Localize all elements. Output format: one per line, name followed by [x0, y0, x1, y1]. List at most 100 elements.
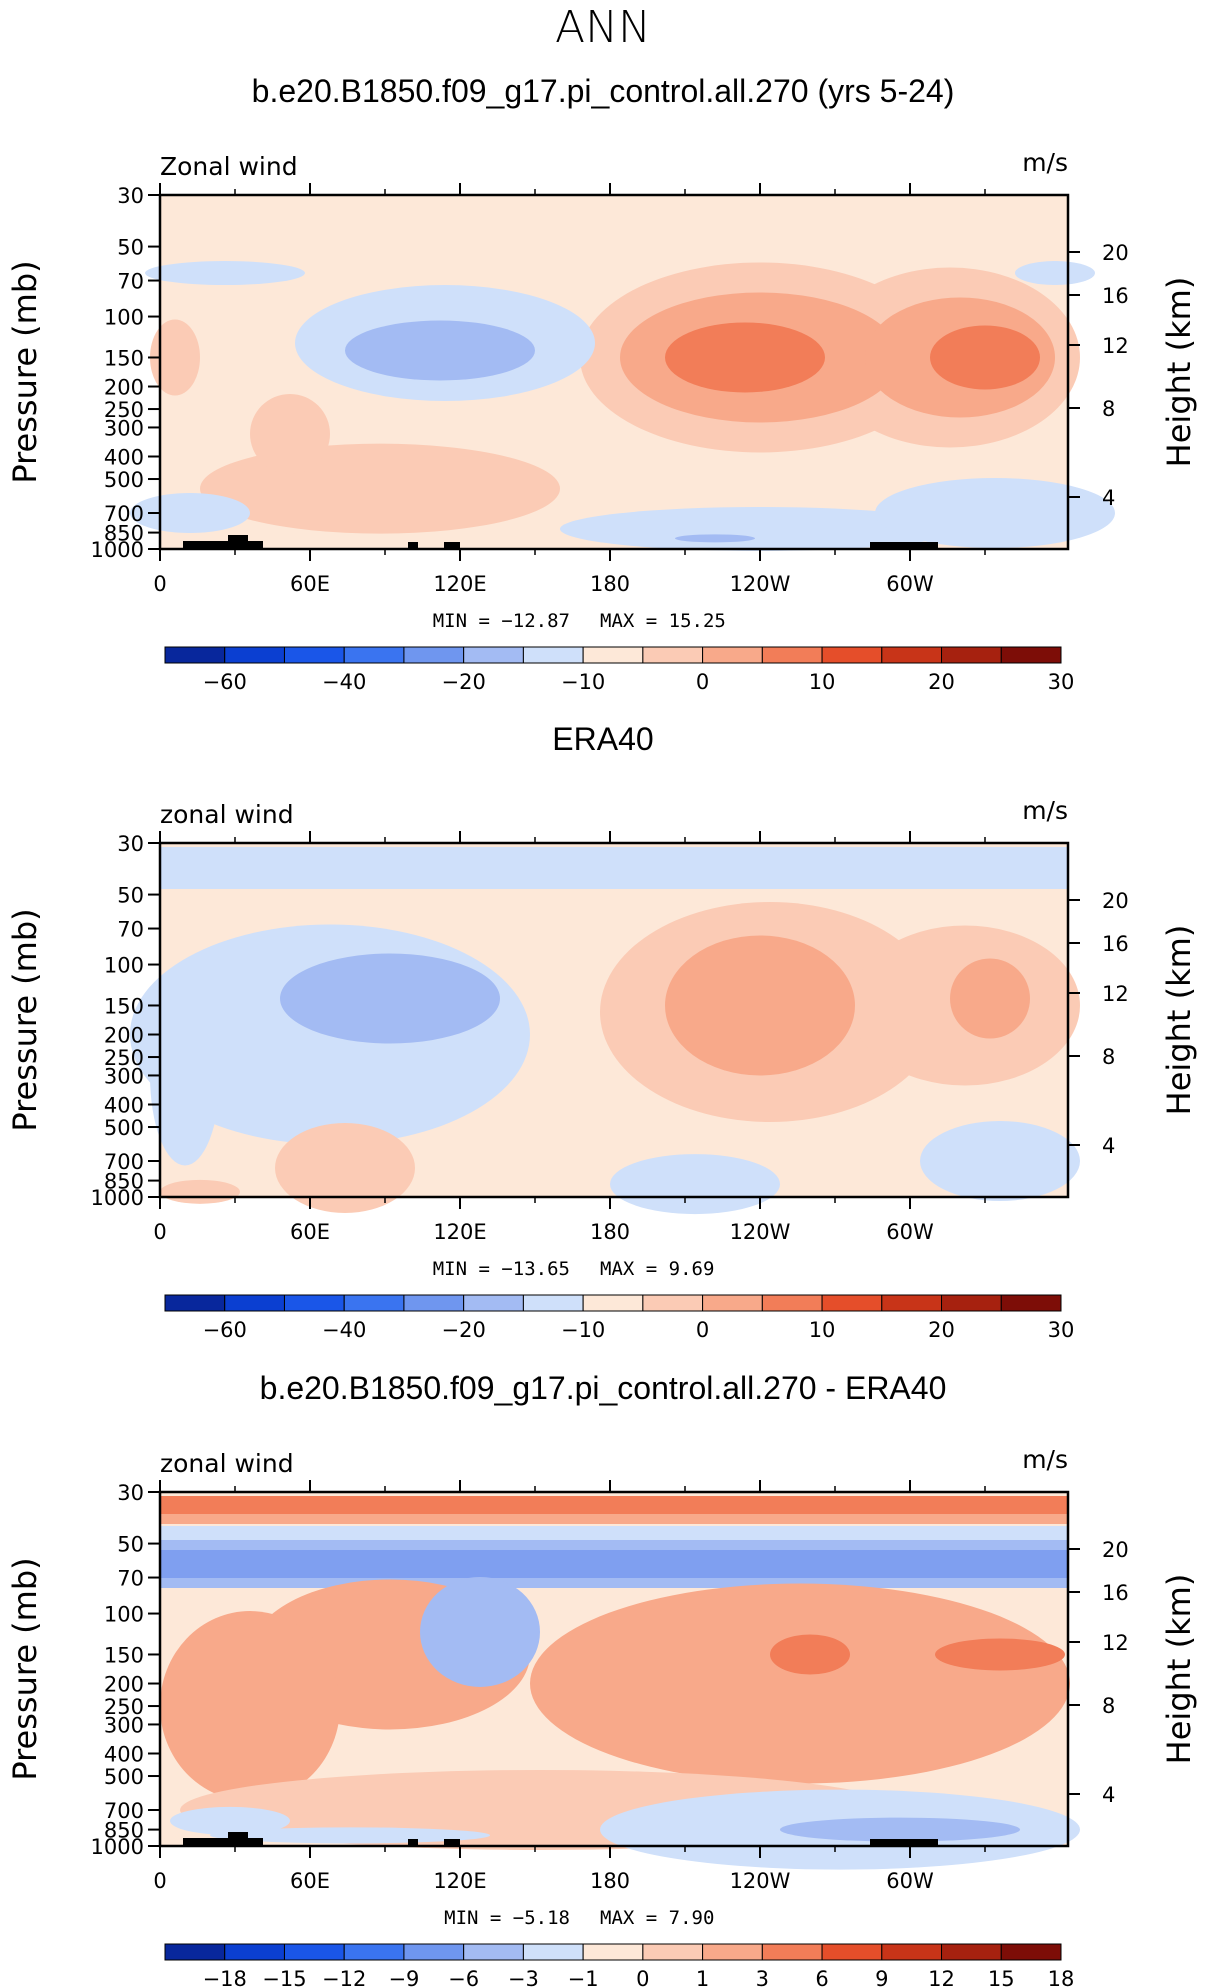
- colorbar: −60 −40 −20 −10 0 10 20 30: [164, 1294, 1075, 1342]
- x-tick-label: 60W: [886, 572, 934, 596]
- y-tick-label: 250: [104, 398, 144, 422]
- colorbar-swatch: [881, 1294, 943, 1312]
- contour-positive: [200, 443, 560, 534]
- units-label: m/s: [1022, 148, 1068, 177]
- contour-negative: [560, 506, 960, 551]
- contour-positive: [275, 1122, 415, 1213]
- y-tick-label: 850: [104, 522, 144, 546]
- colorbar-swatch: [283, 646, 345, 664]
- x-tick-label: 0: [153, 1869, 166, 1893]
- colorbar-label: −20: [442, 1318, 486, 1342]
- x-tick-label: 60W: [886, 1869, 934, 1893]
- colorbar-swatch: [343, 646, 405, 664]
- contour-positive: [935, 1638, 1065, 1671]
- contour-field: [130, 843, 1080, 1215]
- y-tick-label: 150: [104, 1643, 144, 1667]
- colorbar-swatch: [761, 1294, 823, 1312]
- colorbar-swatch: [522, 1294, 584, 1312]
- colorbar-swatch: [642, 1943, 704, 1961]
- contour-negative: [920, 1120, 1080, 1201]
- suptitle: ANN: [555, 2, 651, 53]
- panels: b.e20.B1850.f09_g17.pi_control.all.270 (…: [6, 73, 1198, 1987]
- colorbar-label: −60: [203, 670, 247, 694]
- y-tick-label: 300: [104, 1713, 144, 1737]
- contour-positive: [250, 393, 330, 474]
- y-tick-label: 100: [104, 306, 144, 330]
- colorbar-label: −20: [442, 670, 486, 694]
- x-tick-label: 60E: [290, 1869, 330, 1893]
- chart-panel-2: ERA40 zonal wind m/s 0 60E 120E 180 120W 60W 30 50…: [6, 721, 1198, 1342]
- colorbar-swatch: [1000, 1294, 1062, 1312]
- colorbar-label: 30: [1048, 1318, 1075, 1342]
- contour-field: [160, 1492, 1080, 1870]
- y-right-tick-label: 20: [1102, 1538, 1129, 1562]
- colorbar-swatch: [463, 1294, 524, 1312]
- units-label: m/s: [1022, 1445, 1068, 1474]
- colorbar-label: 6: [815, 1967, 828, 1987]
- colorbar-label: 20: [928, 1318, 955, 1342]
- topography-bar: [228, 535, 248, 549]
- y-tick-label: 500: [104, 1116, 144, 1140]
- contour-negative: [160, 1550, 1068, 1578]
- contour-negative: [420, 1576, 540, 1687]
- topography-bar: [183, 541, 263, 549]
- colorbar-swatch: [522, 1943, 584, 1961]
- topography-bar: [444, 542, 460, 549]
- y-tick-label: 70: [117, 270, 144, 294]
- colorbar-label: −10: [561, 1318, 605, 1342]
- contour-positive: [150, 319, 200, 396]
- colorbar-swatch: [941, 646, 1002, 664]
- contour-positive: [530, 1583, 1070, 1784]
- y-right-tick-label: 12: [1102, 1631, 1129, 1655]
- panel-title: ERA40: [552, 721, 653, 757]
- x-tick-label: 60E: [290, 572, 330, 596]
- colorbar-label: −12: [322, 1967, 366, 1987]
- y-tick-label: 200: [104, 376, 144, 400]
- y-tick-label: 400: [104, 1742, 144, 1766]
- colorbar-swatch: [642, 646, 704, 664]
- topography-bar: [408, 1839, 418, 1846]
- y-tick-label: 30: [117, 1481, 144, 1505]
- colorbar-label: −6: [448, 1967, 479, 1987]
- colorbar-swatch: [343, 1943, 405, 1961]
- max-value-label: MAX = 9.69: [600, 1258, 714, 1280]
- colorbar-swatch: [821, 646, 883, 664]
- y-right-tick-label: 12: [1102, 982, 1129, 1006]
- contour-negative: [150, 985, 220, 1166]
- contour-negative: [170, 1806, 290, 1835]
- colorbar-swatch: [224, 1294, 285, 1312]
- contour-negative: [160, 847, 1068, 889]
- colorbar-swatch: [1000, 1943, 1062, 1961]
- x-tick-label: 120W: [730, 1869, 791, 1893]
- y-tick-label: 200: [104, 1673, 144, 1697]
- panel-title: b.e20.B1850.f09_g17.pi_control.all.270 -…: [260, 1370, 947, 1406]
- contour-negative: [875, 477, 1115, 548]
- colorbar-label: 15: [988, 1967, 1015, 1987]
- y-right-tick-label: 20: [1102, 241, 1129, 265]
- colorbar: −60 −40 −20 −10 0 10 20 30: [164, 646, 1074, 694]
- colorbar-swatch: [463, 1943, 524, 1961]
- y-axis-label: Pressure (mb): [6, 908, 44, 1131]
- y-tick-label: 100: [104, 954, 144, 978]
- colorbar-swatch: [582, 646, 644, 664]
- topography-bar: [444, 1839, 460, 1846]
- y-tick-label: 250: [104, 1046, 144, 1070]
- y-tick-label: 30: [117, 832, 144, 856]
- colorbar-swatch: [821, 1943, 883, 1961]
- x-tick-label: 180: [590, 572, 630, 596]
- y-right-tick-label: 8: [1102, 397, 1115, 421]
- topography-bar: [183, 1838, 263, 1846]
- panel-title: b.e20.B1850.f09_g17.pi_control.all.270 (…: [252, 73, 955, 109]
- contour-negative: [610, 1154, 780, 1215]
- plot-frame: [158, 193, 1070, 551]
- colorbar-label: 0: [636, 1967, 649, 1987]
- colorbar-label: 1: [696, 1967, 709, 1987]
- contour-negative: [1015, 261, 1095, 286]
- plot-frame: [158, 841, 1070, 1199]
- x-tick-label: 120W: [730, 572, 791, 596]
- x-tick-label: 120E: [433, 1220, 486, 1244]
- x-tick-label: 120E: [433, 572, 486, 596]
- y-axis-label: Pressure (mb): [6, 1557, 44, 1780]
- topography-bar: [870, 542, 938, 549]
- y-right-tick-label: 8: [1102, 1694, 1115, 1718]
